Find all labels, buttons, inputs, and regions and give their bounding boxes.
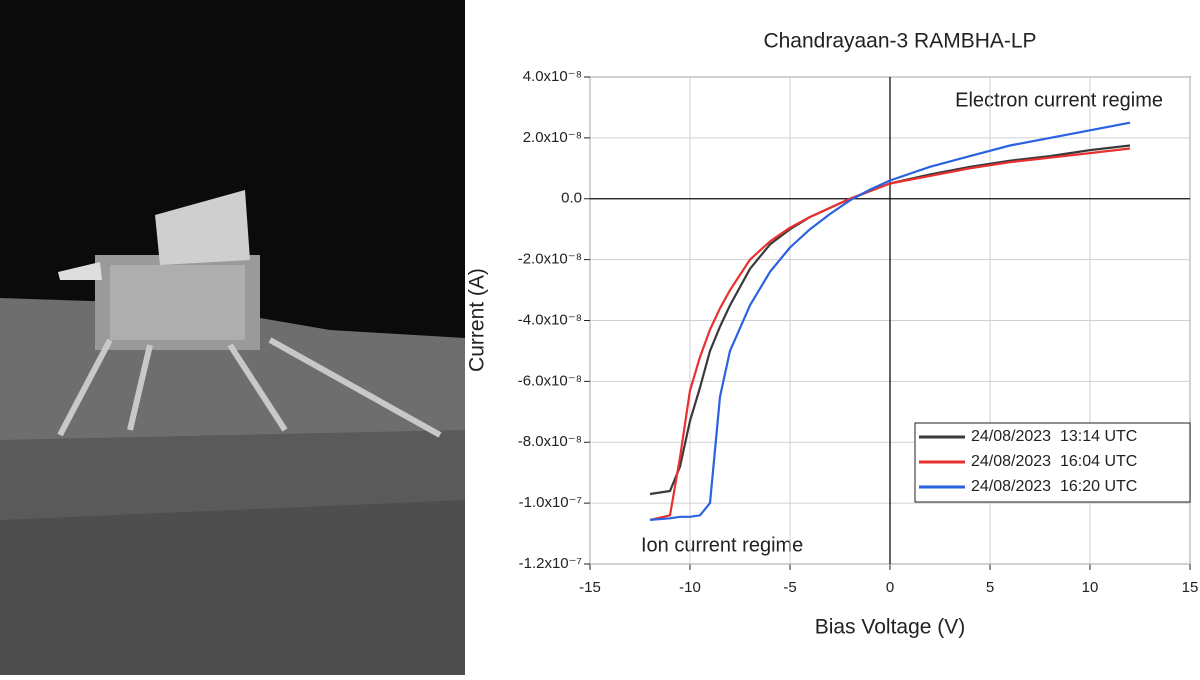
legend-label: 24/08/2023 13:14 UTC bbox=[971, 428, 1137, 445]
x-tick-label: 5 bbox=[986, 579, 994, 596]
x-axis-title: Bias Voltage (V) bbox=[815, 616, 966, 639]
x-tick-label: -10 bbox=[679, 579, 701, 596]
y-tick-label: -8.0x10⁻⁸ bbox=[518, 433, 582, 450]
y-tick-label: 2.0x10⁻⁸ bbox=[523, 129, 582, 146]
x-tick-label: 15 bbox=[1182, 579, 1199, 596]
legend-label: 24/08/2023 16:20 UTC bbox=[971, 478, 1137, 495]
chart-title: Chandrayaan-3 RAMBHA-LP bbox=[763, 30, 1036, 53]
y-tick-label: 4.0x10⁻⁸ bbox=[523, 68, 582, 85]
x-tick-label: -5 bbox=[783, 579, 796, 596]
leg bbox=[268, 337, 442, 438]
y-axis-title: Current (A) bbox=[466, 268, 489, 372]
foreground-near bbox=[0, 500, 465, 675]
leg bbox=[227, 343, 288, 432]
antenna bbox=[58, 262, 102, 280]
series-line bbox=[649, 121, 1131, 521]
lander-legs bbox=[57, 337, 442, 438]
y-tick-label: -1.0x10⁻⁷ bbox=[519, 494, 582, 511]
y-tick-label: -4.0x10⁻⁸ bbox=[518, 311, 582, 328]
leg bbox=[57, 338, 113, 437]
y-tick-label: -2.0x10⁻⁸ bbox=[518, 251, 582, 268]
series-line bbox=[649, 147, 1131, 521]
y-tick-label: -6.0x10⁻⁸ bbox=[518, 372, 582, 389]
annotation: Electron current regime bbox=[955, 89, 1163, 111]
x-tick-label: -15 bbox=[579, 579, 601, 596]
x-tick-label: 0 bbox=[886, 579, 894, 596]
lander-top bbox=[155, 190, 250, 265]
lander-panel bbox=[110, 265, 245, 340]
lander-photo bbox=[0, 0, 465, 675]
y-tick-label: -1.2x10⁻⁷ bbox=[519, 555, 582, 572]
y-tick-label: 0.0 bbox=[561, 190, 582, 207]
x-tick-label: 10 bbox=[1082, 579, 1099, 596]
leg bbox=[127, 344, 153, 431]
annotation: Ion current regime bbox=[641, 534, 803, 556]
legend-label: 24/08/2023 16:04 UTC bbox=[971, 453, 1137, 470]
